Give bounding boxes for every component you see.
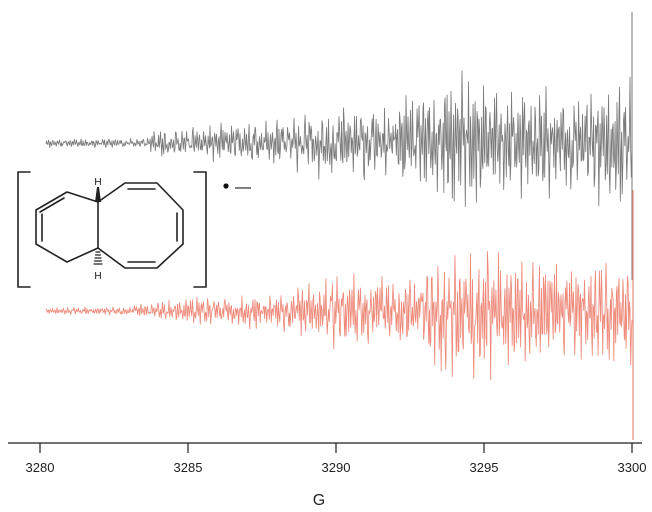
x-axis-ticks: 3280 3285 3290 3295 3300 (26, 443, 647, 475)
anion-charge-sign: — (235, 179, 251, 196)
x-tick-label: 3295 (470, 460, 499, 475)
six-ring (35, 191, 99, 263)
eight-ring (97, 182, 184, 269)
wedge-bond (95, 187, 101, 202)
simulated-spectrum-line (45, 250, 633, 381)
x-tick-label: 3285 (174, 460, 203, 475)
left-bracket (17, 171, 31, 288)
experimental-spectrum-line (45, 70, 633, 208)
x-axis-title: G (313, 492, 325, 509)
right-bracket (193, 171, 207, 288)
six-ring-double-bond-1 (39, 197, 65, 213)
radical-dot-icon (223, 183, 229, 189)
hashed-bond (93, 251, 103, 265)
hydrogen-label-top: H (94, 177, 101, 188)
x-tick-label: 3290 (322, 460, 351, 475)
x-tick-label: 3300 (618, 460, 647, 475)
radical-anion-structure (17, 171, 207, 288)
hydrogen-label-bottom: H (94, 271, 101, 282)
spectra-layer (45, 12, 634, 440)
x-tick-label: 3280 (26, 460, 55, 475)
